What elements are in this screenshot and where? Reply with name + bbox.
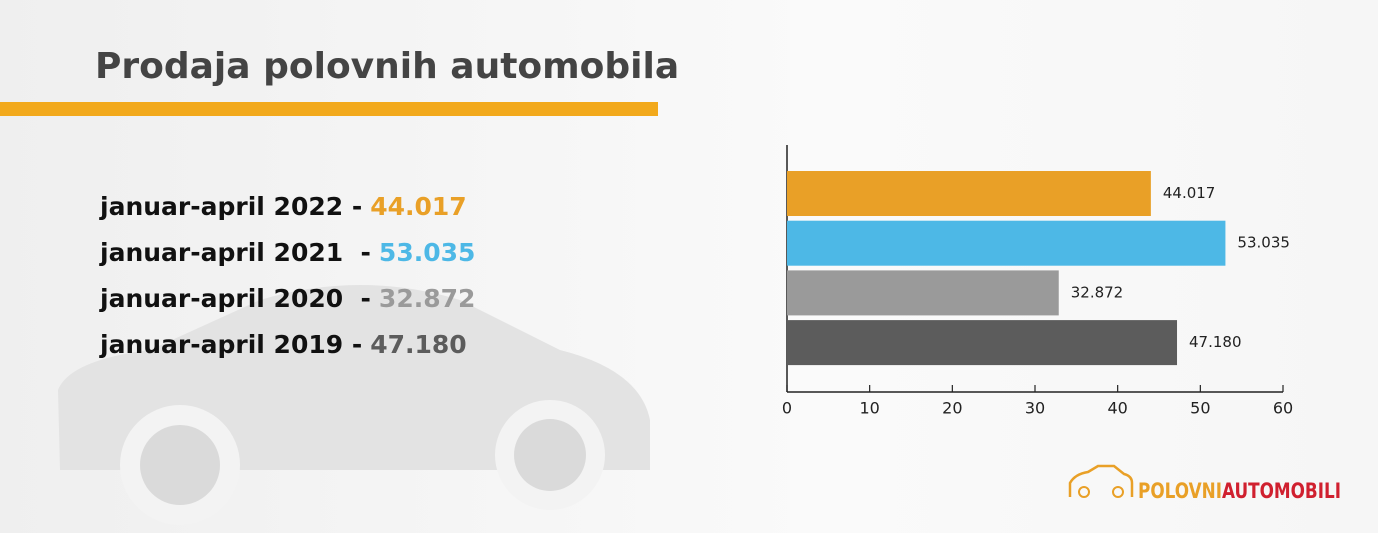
logo-text: POLOVNIAUTOMOBILI (1138, 479, 1341, 503)
title: Prodaja polovnih automobila (95, 46, 679, 87)
logo-part2: AUTOMOBILI (1222, 479, 1341, 503)
x-tick-label: 50 (1190, 399, 1210, 418)
summary-line: januar-april 2022 - 44.017 (99, 192, 467, 221)
x-tick-label: 10 (859, 399, 879, 418)
summary-label: januar-april 2022 - (99, 192, 362, 221)
chart: 0 10 20 30 40 50 60 44.017 53.035 32.872 47.180 (782, 145, 1293, 418)
x-tick-label: 40 (1107, 399, 1127, 418)
bar (787, 270, 1059, 316)
x-tick-label: 30 (1025, 399, 1045, 418)
summary-value: 47.180 (370, 330, 466, 359)
summary-label: januar-april 2019 - (99, 330, 362, 359)
summary-value: 53.035 (379, 238, 475, 267)
bar (787, 220, 1226, 266)
car-silhouette (58, 285, 650, 525)
summary-value: 44.017 (370, 192, 466, 221)
value-label: 32.872 (1071, 283, 1124, 301)
summary-value: 32.872 (379, 284, 475, 313)
summary-label: januar-april 2021 - (99, 238, 371, 267)
title-underline (0, 102, 658, 116)
value-label: 44.017 (1163, 184, 1216, 202)
x-tick-label: 60 (1273, 399, 1293, 418)
value-label: 47.180 (1189, 333, 1242, 351)
bar (787, 320, 1178, 366)
value-label: 53.035 (1237, 234, 1290, 252)
bar (787, 171, 1151, 216)
summary-label: januar-april 2020 - (99, 284, 371, 313)
summary-line: januar-april 2021 - 53.035 (99, 238, 475, 267)
logo-part1: POLOVNI (1138, 479, 1222, 503)
summary-line: januar-april 2019 - 47.180 (99, 330, 467, 359)
summary-line: januar-april 2020 - 32.872 (99, 284, 475, 313)
logo: POLOVNIAUTOMOBILI (1068, 464, 1341, 503)
x-tick-label: 20 (942, 399, 962, 418)
x-tick-label: 0 (782, 399, 792, 418)
